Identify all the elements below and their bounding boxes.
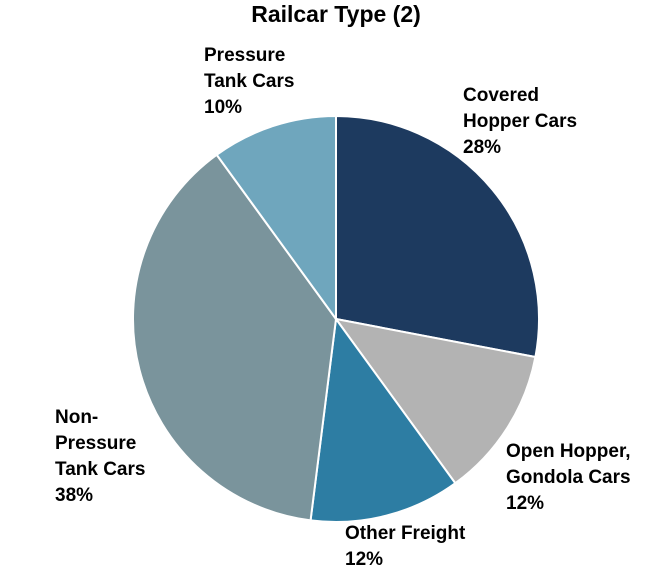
pie-slice-0 — [335, 114, 540, 359]
label-line: Other Freight — [345, 523, 466, 544]
label-line: Tank Cars — [204, 71, 295, 92]
label-line: Pressure — [204, 45, 286, 66]
label-value: 10% — [204, 97, 243, 118]
label-pressure-tank-cars: Pressure Tank Cars 10% — [204, 43, 294, 121]
pie-slice-4 — [215, 114, 337, 323]
label-open-hopper-gondola-cars: Open Hopper, Gondola Cars 12% — [506, 439, 631, 517]
pie-slice-1 — [333, 317, 537, 485]
label-line: Hopper Cars — [463, 111, 578, 132]
label-non-pressure-tank-cars: Non- Pressure Tank Cars 38% — [55, 405, 145, 509]
label-other-freight: Other Freight 12% — [345, 521, 465, 573]
chart-title: Railcar Type (2) — [251, 1, 421, 27]
pie-slice-3 — [132, 153, 338, 522]
label-line: Gondola Cars — [506, 467, 631, 488]
label-value: 12% — [506, 493, 545, 514]
label-line: Open Hopper, — [506, 441, 631, 462]
label-line: Tank Cars — [55, 459, 146, 480]
label-covered-hopper-cars: Covered Hopper Cars 28% — [463, 83, 577, 161]
label-value: 12% — [345, 549, 384, 570]
pie-slice-2 — [309, 316, 457, 523]
label-line: Non- — [55, 407, 99, 428]
label-line: Pressure — [55, 433, 137, 454]
label-value: 38% — [55, 485, 94, 506]
label-line: Covered — [463, 85, 540, 106]
label-value: 28% — [463, 137, 502, 158]
